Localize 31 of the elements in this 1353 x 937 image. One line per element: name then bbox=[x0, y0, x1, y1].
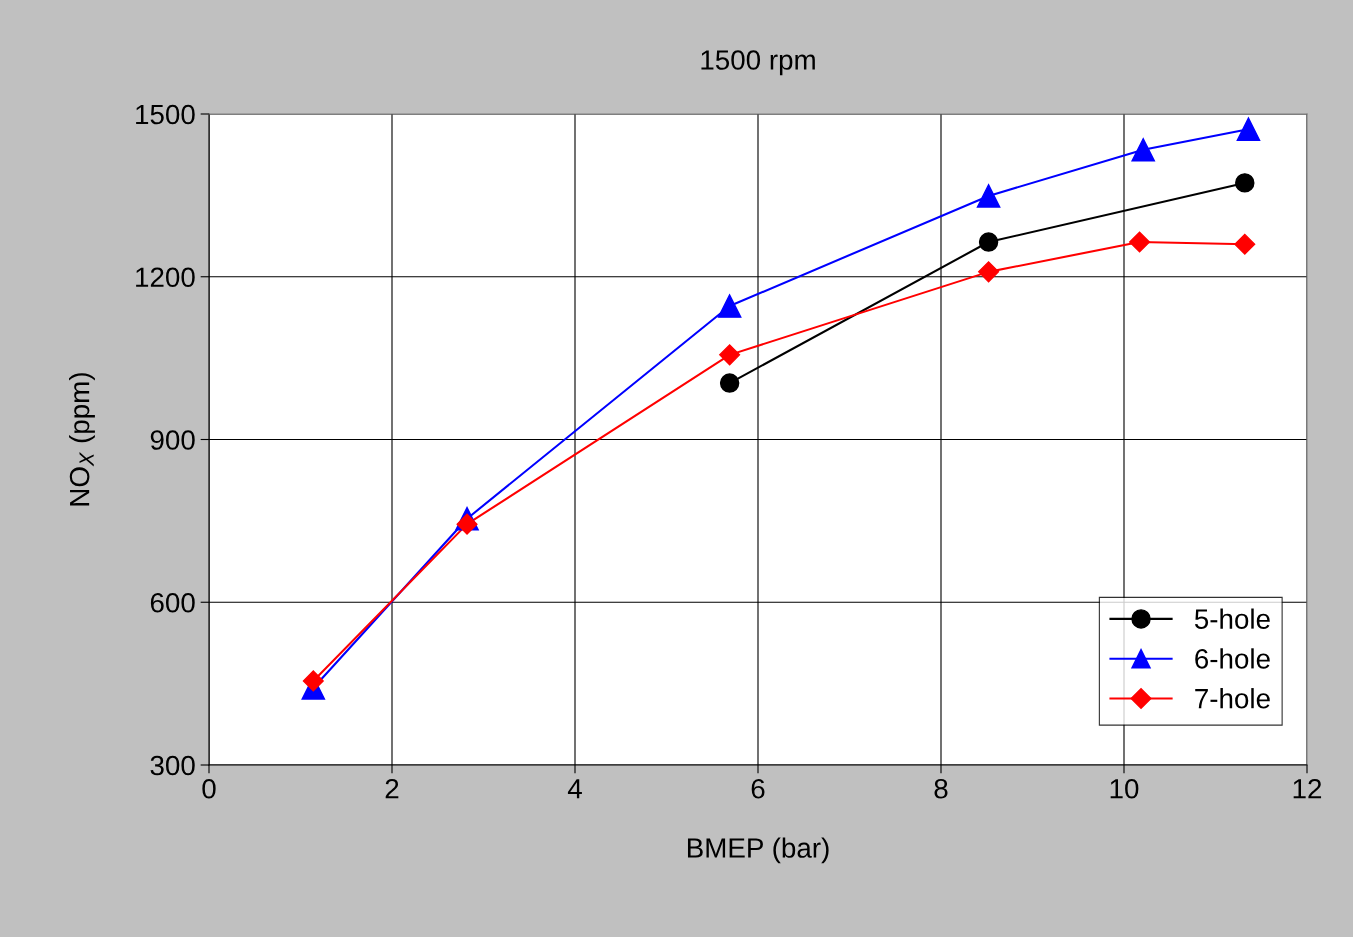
chart-title: 1500 rpm bbox=[701, 50, 815, 76]
point bbox=[302, 670, 324, 692]
x-tick-label: 4 bbox=[567, 779, 582, 799]
y-axis-title: NO$_{X}$ (ppm) bbox=[69, 373, 95, 506]
point bbox=[976, 184, 1001, 208]
point bbox=[978, 232, 999, 252]
y-tick-label: 1500 bbox=[136, 104, 195, 125]
x-tick-label: 2 bbox=[385, 778, 399, 799]
x-tick-label: 6 bbox=[751, 778, 765, 799]
point bbox=[719, 373, 740, 393]
point bbox=[1131, 137, 1156, 162]
point bbox=[1236, 117, 1261, 141]
legend-label: 7-hole bbox=[1195, 688, 1270, 709]
x-tick-label: 10 bbox=[1110, 778, 1139, 799]
x-tick-label: 12 bbox=[1293, 778, 1322, 799]
y-tick-label: 600 bbox=[150, 592, 195, 613]
x-axis-title: BMEP (bar) bbox=[687, 837, 829, 864]
point bbox=[978, 261, 1000, 283]
x-tick-label: 8 bbox=[934, 778, 948, 799]
point bbox=[1235, 173, 1255, 193]
x-tick-label: 0 bbox=[202, 778, 216, 799]
point bbox=[719, 344, 741, 366]
point bbox=[1129, 231, 1151, 253]
y-tick-label: 300 bbox=[150, 755, 195, 776]
y-tick-label: 900 bbox=[150, 430, 195, 450]
y-tick-label: 1200 bbox=[136, 267, 195, 288]
legend-label: 5-hole bbox=[1194, 608, 1270, 629]
point bbox=[456, 513, 478, 535]
point bbox=[1234, 233, 1256, 255]
point bbox=[717, 294, 742, 318]
legend-label: 6-hole bbox=[1195, 648, 1270, 669]
